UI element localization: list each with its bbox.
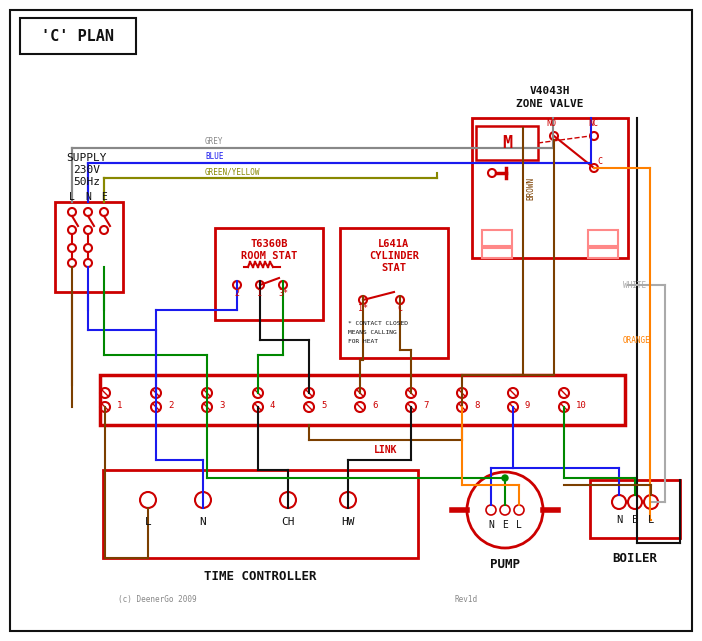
Text: MEANS CALLING: MEANS CALLING bbox=[348, 330, 397, 335]
Text: E: E bbox=[632, 515, 638, 525]
Text: NC: NC bbox=[588, 119, 598, 128]
Text: C: C bbox=[597, 157, 602, 166]
Text: M: M bbox=[502, 134, 512, 152]
Text: SUPPLY: SUPPLY bbox=[67, 153, 107, 163]
Text: L: L bbox=[516, 520, 522, 530]
Text: 1: 1 bbox=[117, 401, 122, 410]
Text: HW: HW bbox=[341, 517, 355, 527]
Text: ZONE VALVE: ZONE VALVE bbox=[516, 99, 584, 109]
Text: (c) DeenerGo 2009: (c) DeenerGo 2009 bbox=[118, 595, 197, 604]
Text: PUMP: PUMP bbox=[490, 558, 520, 572]
Text: Rev1d: Rev1d bbox=[455, 595, 478, 604]
Text: E: E bbox=[502, 520, 508, 530]
Text: V4043H: V4043H bbox=[530, 86, 570, 96]
Text: 4: 4 bbox=[270, 401, 275, 410]
Text: T6360B: T6360B bbox=[250, 239, 288, 249]
Text: CH: CH bbox=[282, 517, 295, 527]
Text: 1*: 1* bbox=[358, 304, 368, 313]
Text: WHITE: WHITE bbox=[623, 281, 646, 290]
Text: N: N bbox=[488, 520, 494, 530]
Circle shape bbox=[502, 475, 508, 481]
Text: N: N bbox=[616, 515, 622, 525]
Text: 1: 1 bbox=[258, 289, 263, 298]
Text: L641A: L641A bbox=[378, 239, 410, 249]
Text: NO: NO bbox=[546, 119, 556, 128]
Text: 'C' PLAN: 'C' PLAN bbox=[41, 28, 114, 44]
Text: N: N bbox=[199, 517, 206, 527]
Text: FOR HEAT: FOR HEAT bbox=[348, 339, 378, 344]
Text: TIME CONTROLLER: TIME CONTROLLER bbox=[204, 569, 317, 583]
Text: 3*: 3* bbox=[278, 289, 288, 298]
Text: 5: 5 bbox=[321, 401, 326, 410]
Text: ORANGE: ORANGE bbox=[623, 336, 651, 345]
Text: * CONTACT CLOSED: * CONTACT CLOSED bbox=[348, 321, 408, 326]
Text: 230V: 230V bbox=[74, 165, 100, 175]
Text: ROOM STAT: ROOM STAT bbox=[241, 251, 297, 261]
Text: GREEN/YELLOW: GREEN/YELLOW bbox=[205, 167, 260, 176]
Text: 2: 2 bbox=[234, 289, 239, 298]
Text: CYLINDER: CYLINDER bbox=[369, 251, 419, 261]
Text: 9: 9 bbox=[525, 401, 531, 410]
Text: 8: 8 bbox=[474, 401, 479, 410]
Text: 6: 6 bbox=[372, 401, 378, 410]
Text: 50Hz: 50Hz bbox=[74, 177, 100, 187]
Text: BROWN: BROWN bbox=[526, 177, 535, 200]
Text: 3: 3 bbox=[219, 401, 225, 410]
Text: 2: 2 bbox=[168, 401, 173, 410]
Text: L: L bbox=[69, 192, 75, 202]
Text: N: N bbox=[85, 192, 91, 202]
Text: LINK: LINK bbox=[373, 445, 397, 455]
Text: GREY: GREY bbox=[205, 137, 223, 146]
Text: E: E bbox=[101, 192, 107, 202]
Text: 10: 10 bbox=[576, 401, 587, 410]
Text: STAT: STAT bbox=[381, 263, 406, 273]
Text: L: L bbox=[648, 515, 654, 525]
Text: BLUE: BLUE bbox=[205, 152, 223, 161]
Text: BOILER: BOILER bbox=[613, 551, 658, 565]
Text: L: L bbox=[145, 517, 152, 527]
Text: 7: 7 bbox=[423, 401, 428, 410]
Text: C: C bbox=[397, 304, 402, 313]
